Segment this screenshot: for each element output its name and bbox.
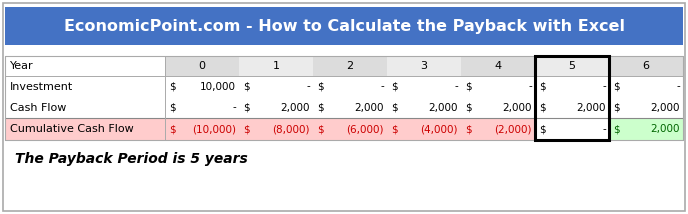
Text: -: -: [380, 82, 384, 92]
Text: (2,000): (2,000): [495, 124, 532, 134]
Text: $: $: [391, 82, 398, 92]
Bar: [165, 56, 239, 76]
Text: -: -: [306, 82, 310, 92]
Text: $: $: [391, 124, 398, 134]
Text: 4: 4: [495, 61, 502, 71]
Text: (10,000): (10,000): [192, 124, 236, 134]
Text: (8,000): (8,000): [272, 124, 310, 134]
Text: $: $: [613, 103, 620, 113]
Text: $: $: [169, 82, 175, 92]
Bar: [387, 118, 461, 140]
Text: 2,000: 2,000: [429, 103, 458, 113]
Text: 2,000: 2,000: [281, 103, 310, 113]
Text: (6,000): (6,000): [347, 124, 384, 134]
Bar: [461, 56, 535, 76]
Text: $: $: [243, 103, 250, 113]
Text: EconomicPoint.com - How to Calculate the Payback with Excel: EconomicPoint.com - How to Calculate the…: [63, 18, 625, 34]
Text: $: $: [465, 82, 472, 92]
Text: (4,000): (4,000): [420, 124, 458, 134]
Text: $: $: [465, 124, 472, 134]
Text: 3: 3: [420, 61, 427, 71]
Text: 2,000: 2,000: [502, 103, 532, 113]
Bar: [239, 118, 313, 140]
Text: -: -: [233, 103, 236, 113]
Text: $: $: [613, 82, 620, 92]
Bar: [535, 56, 609, 76]
Bar: [5, 56, 683, 140]
Text: $: $: [539, 124, 546, 134]
Text: 2,000: 2,000: [577, 103, 606, 113]
Bar: [535, 118, 609, 140]
Text: $: $: [465, 103, 472, 113]
Bar: [165, 118, 239, 140]
Bar: [609, 118, 683, 140]
Bar: [239, 56, 313, 76]
Text: $: $: [317, 103, 323, 113]
Text: The Payback Period is 5 years: The Payback Period is 5 years: [15, 152, 248, 166]
Bar: [313, 118, 387, 140]
Text: 10,000: 10,000: [200, 82, 236, 92]
Bar: [535, 56, 609, 140]
Text: 2,000: 2,000: [354, 103, 384, 113]
Text: Year: Year: [10, 61, 34, 71]
Text: $: $: [391, 103, 398, 113]
Text: Cumulative Cash Flow: Cumulative Cash Flow: [10, 124, 133, 134]
Bar: [313, 56, 387, 76]
Text: -: -: [528, 82, 532, 92]
Bar: [5, 7, 683, 45]
Text: 2,000: 2,000: [650, 124, 680, 134]
Text: -: -: [454, 82, 458, 92]
Text: 1: 1: [272, 61, 279, 71]
Bar: [609, 56, 683, 76]
Text: -: -: [602, 124, 606, 134]
Text: $: $: [613, 124, 620, 134]
Text: $: $: [243, 124, 250, 134]
Bar: [387, 56, 461, 76]
Text: $: $: [243, 82, 250, 92]
Text: Cash Flow: Cash Flow: [10, 103, 66, 113]
Text: $: $: [539, 82, 546, 92]
Text: -: -: [602, 82, 606, 92]
Text: -: -: [676, 82, 680, 92]
Text: $: $: [317, 82, 323, 92]
Text: Investment: Investment: [10, 82, 73, 92]
Text: $: $: [539, 103, 546, 113]
Text: 6: 6: [643, 61, 649, 71]
Text: $: $: [317, 124, 323, 134]
Text: $: $: [169, 103, 175, 113]
Text: 2: 2: [347, 61, 354, 71]
Bar: [5, 118, 165, 140]
Text: $: $: [169, 124, 175, 134]
Text: 5: 5: [568, 61, 575, 71]
Text: 2,000: 2,000: [650, 103, 680, 113]
Text: 0: 0: [199, 61, 206, 71]
Bar: [461, 118, 535, 140]
